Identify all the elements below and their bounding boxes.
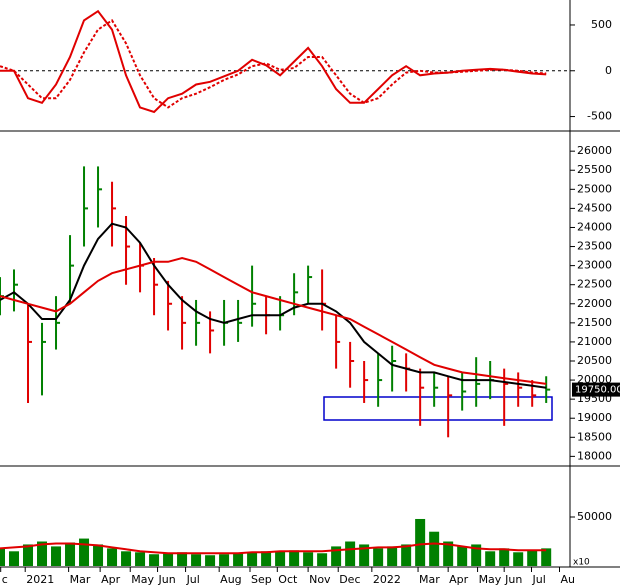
volume-bar — [317, 553, 328, 566]
y-tick-label: 22000 — [577, 297, 612, 310]
y-tick-label: 19000 — [577, 411, 612, 424]
unit-label: x10 — [573, 558, 590, 568]
volume-bar — [0, 548, 5, 566]
y-tick-label: 22500 — [577, 278, 612, 291]
volume-bar — [233, 553, 244, 566]
series-line — [0, 542, 547, 555]
y-tick-label: 0 — [605, 64, 612, 77]
volume-bar — [247, 552, 258, 566]
support-box — [323, 396, 553, 421]
x-tick-label: May — [479, 573, 502, 586]
volume-bar — [65, 542, 76, 566]
y-tick-label: 23500 — [577, 240, 612, 253]
y-tick-label: 24500 — [577, 201, 612, 214]
y-tick-label: 500 — [591, 18, 612, 31]
x-tick-label: Jun — [504, 573, 522, 586]
x-tick-label: c — [2, 573, 8, 586]
x-tick-label: Jul — [531, 573, 545, 586]
x-tick-label: Jun — [158, 573, 176, 586]
last-price-box — [572, 382, 620, 397]
volume-bar — [331, 546, 342, 566]
volume-bar — [541, 548, 552, 566]
x-tick-label: 2022 — [373, 573, 401, 586]
volume-bar — [429, 531, 440, 566]
x-tick-label: Oct — [278, 573, 298, 586]
y-tick-label: 50000 — [577, 510, 612, 523]
x-tick-label: Au — [560, 573, 575, 586]
x-tick-label: Aug — [220, 573, 241, 586]
y-tick-label: 21500 — [577, 316, 612, 329]
volume-bar — [79, 538, 90, 566]
x-tick-label: Sep — [251, 573, 272, 586]
volume-bar — [359, 544, 370, 566]
volume-bar — [303, 552, 314, 566]
volume-bar — [51, 546, 62, 566]
series-line — [0, 222, 547, 389]
x-tick-label: Apr — [101, 573, 121, 586]
y-tick-label: 20500 — [577, 354, 612, 367]
x-tick-label: Apr — [449, 573, 469, 586]
y-tick-label: -500 — [587, 110, 612, 123]
x-tick-label: Mar — [419, 573, 440, 586]
volume-bar — [345, 541, 356, 566]
volume-bar — [191, 554, 202, 566]
volume-bar — [499, 548, 510, 566]
y-tick-label: 26000 — [577, 144, 612, 157]
volume-bar — [93, 544, 104, 566]
last-price-label: 19750.00 — [575, 385, 620, 396]
volume-bar — [23, 544, 34, 566]
volume-bar — [443, 541, 454, 566]
volume-bar — [457, 546, 468, 566]
x-tick-label: Dec — [339, 573, 360, 586]
y-tick-label: 18000 — [577, 449, 612, 462]
volume-bar — [177, 552, 188, 566]
volume-bar — [135, 552, 146, 566]
y-tick-label: 21000 — [577, 335, 612, 348]
x-tick-label: 2021 — [26, 573, 54, 586]
volume-bar — [205, 555, 216, 566]
y-tick-label: 23000 — [577, 259, 612, 272]
x-tick-label: May — [131, 573, 154, 586]
volume-bar — [9, 551, 20, 566]
volume-bar — [527, 550, 538, 566]
volume-bar — [485, 551, 496, 566]
x-tick-label: Mar — [70, 573, 91, 586]
volume-bar — [261, 551, 272, 566]
volume-bar — [373, 548, 384, 566]
y-tick-label: 25500 — [577, 163, 612, 176]
x-tick-label: Jul — [186, 573, 200, 586]
volume-bar — [471, 544, 482, 566]
volume-bar — [107, 548, 118, 566]
x-tick-label: Nov — [309, 573, 331, 586]
series-line — [0, 256, 547, 385]
volume-bar — [513, 552, 524, 566]
volume-bar — [163, 553, 174, 566]
volume-bar — [401, 544, 412, 566]
volume-bar — [275, 551, 286, 566]
volume-bar — [289, 550, 300, 566]
volume-bar — [121, 551, 132, 566]
y-tick-label: 18500 — [577, 430, 612, 443]
volume-bar — [149, 554, 160, 566]
volume-bar — [219, 554, 230, 566]
y-tick-label: 25000 — [577, 182, 612, 195]
volume-bar — [387, 546, 398, 566]
volume-bar — [37, 541, 48, 566]
volume-bar — [415, 518, 426, 566]
y-tick-label: 24000 — [577, 220, 612, 233]
series-line — [0, 18, 547, 109]
